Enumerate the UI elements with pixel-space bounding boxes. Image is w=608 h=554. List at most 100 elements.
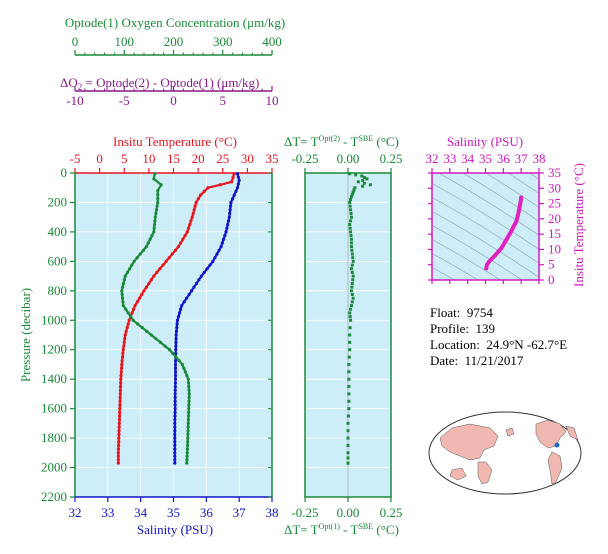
oxygen-point xyxy=(187,399,191,403)
salinity-point xyxy=(231,197,235,201)
oxygen-point xyxy=(182,366,186,370)
oxygen-point xyxy=(185,458,189,462)
oxygen-point xyxy=(120,296,125,300)
delta-t-point xyxy=(353,186,357,190)
salinity-point xyxy=(173,373,178,378)
oxygen-point xyxy=(180,362,184,367)
temperature-point xyxy=(188,222,192,227)
delta-t-point xyxy=(349,245,353,249)
oxygen-point xyxy=(152,230,156,234)
temperature-point xyxy=(135,300,139,304)
pressure-tick-label: 600 xyxy=(48,253,68,268)
salinity-point xyxy=(211,259,215,263)
salinity-point xyxy=(229,200,233,205)
temperature-point xyxy=(118,403,122,407)
delta-t-point xyxy=(349,267,353,271)
salinity-point xyxy=(173,407,177,411)
salinity-point xyxy=(175,318,180,322)
delta-t-point xyxy=(346,414,350,418)
oxygen-point xyxy=(131,318,135,322)
temperature-point xyxy=(179,241,183,245)
ts-salinity-tick-label: 37 xyxy=(515,151,529,166)
temperature-point xyxy=(125,326,129,330)
info-profile: Profile: 139 xyxy=(430,321,495,336)
salinity-tick-label: 34 xyxy=(134,505,148,520)
ts-salinity-tick-label: 34 xyxy=(461,151,475,166)
temperature-point xyxy=(149,278,153,282)
oxygen-point xyxy=(187,410,191,414)
salinity-point xyxy=(173,403,177,407)
delta-t-point xyxy=(346,421,350,425)
salinity-point xyxy=(232,193,236,197)
temperature-point xyxy=(118,407,122,411)
temperature-point xyxy=(119,381,123,385)
oxygen-point xyxy=(153,219,157,223)
temperature-point xyxy=(193,204,197,208)
temperature-point xyxy=(190,215,194,219)
temperature-point xyxy=(118,395,122,400)
temperature-tick-label: 0 xyxy=(96,151,103,166)
delta-t-point xyxy=(362,175,366,179)
ts-temperature-tick-label: 30 xyxy=(548,180,561,195)
salinity-point xyxy=(174,333,178,337)
temperature-point xyxy=(144,285,149,289)
oxygen-ticks: 0 100 200 300 400 xyxy=(72,34,282,55)
delta-t-point xyxy=(347,355,351,359)
temperature-point xyxy=(118,399,122,403)
temperature-tick-label: 10 xyxy=(142,151,155,166)
salinity-point xyxy=(173,377,178,381)
salinity-point xyxy=(224,230,228,234)
delta-t-point xyxy=(349,304,353,308)
salinity-point xyxy=(235,172,240,176)
salinity-point xyxy=(219,245,223,249)
oxygen-axis-label: Optode(1) Oxygen Concentration (μm/kg) xyxy=(65,15,285,30)
salinity-point xyxy=(234,189,238,194)
delta-o2-tick-label: -5 xyxy=(119,93,130,108)
salinity-point xyxy=(173,418,177,422)
salinity-tick-label: 35 xyxy=(167,505,180,520)
oxygen-point xyxy=(124,307,128,311)
temperature-point xyxy=(117,418,122,422)
ts-temperature-tick-label: 10 xyxy=(548,241,561,256)
ts-salinity-tick-label: 32 xyxy=(426,151,439,166)
temperature-point xyxy=(152,274,156,278)
temperature-point xyxy=(118,384,123,389)
salinity-point xyxy=(205,267,209,271)
salinity-point xyxy=(235,186,240,190)
salinity-point xyxy=(192,285,196,289)
delta-t-point xyxy=(350,293,354,296)
temperature-point xyxy=(116,458,120,462)
oxygen-point xyxy=(183,370,187,374)
delta-t-point xyxy=(348,315,352,319)
oxygen-point xyxy=(144,245,149,249)
salinity-point xyxy=(173,410,177,414)
temperature-point xyxy=(230,180,234,184)
temperature-point xyxy=(122,344,126,348)
salinity-point xyxy=(173,432,177,437)
ts-temperature-tick-label: 20 xyxy=(548,211,561,226)
oxygen-point xyxy=(156,200,160,205)
delta-t-point xyxy=(348,348,352,352)
delta-t-point xyxy=(349,318,353,322)
salinity-point xyxy=(173,384,177,389)
oxygen-tick-label: 0 xyxy=(72,34,79,49)
temperature-point xyxy=(140,292,144,297)
delta-t-point xyxy=(349,289,353,293)
salinity-point xyxy=(213,256,217,260)
ts-temperature-tick-label: 15 xyxy=(548,226,561,241)
temperature-tick-label: 20 xyxy=(192,151,205,166)
salinity-point xyxy=(199,274,204,278)
delta-o2-axis: ΔO2 = Optode(2) - Optode(1) (μm/kg) -10-… xyxy=(60,75,279,108)
temperature-point xyxy=(118,410,122,414)
salinity-point xyxy=(173,388,177,392)
salinity-point xyxy=(179,307,183,311)
salinity-point xyxy=(174,329,179,333)
delta-t-point xyxy=(351,256,355,260)
oxygen-point xyxy=(121,281,126,286)
delta-t-point xyxy=(346,461,350,465)
ts-salinity-tick-label: 36 xyxy=(497,151,511,166)
salinity-point xyxy=(173,429,177,433)
delta-t-point xyxy=(347,370,351,374)
temperature-point xyxy=(123,333,127,337)
